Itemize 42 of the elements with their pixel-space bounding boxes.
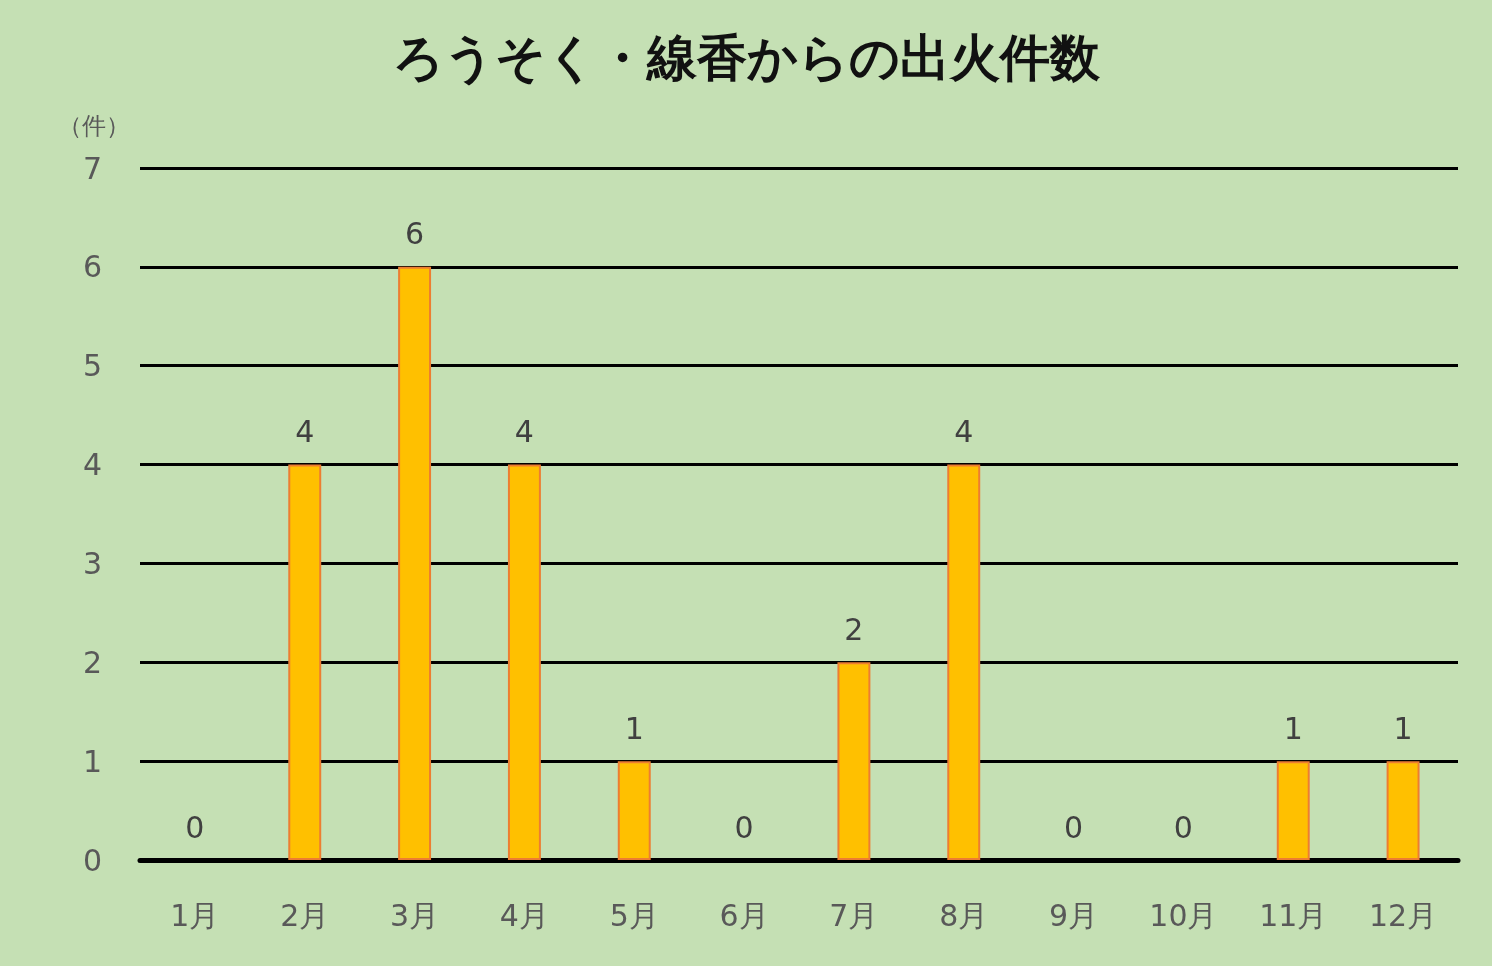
bar [837, 662, 871, 860]
x-tick-label: 6月 [719, 897, 769, 933]
x-tick-label: 8月 [939, 897, 989, 933]
data-label: 4 [514, 414, 534, 450]
data-label: 0 [1173, 809, 1193, 845]
chart-title: ろうそく・線香からの出火件数 [392, 29, 1101, 87]
data-label: 2 [844, 611, 864, 647]
bar [288, 464, 322, 860]
x-tick-label: 9月 [1049, 897, 1099, 933]
data-label: 1 [1283, 710, 1303, 746]
y-tick-label: 4 [82, 447, 102, 483]
x-tick-label: 12月 [1368, 897, 1438, 933]
x-tick-label: 7月 [829, 897, 879, 933]
bar [507, 464, 541, 860]
x-tick-label: 2月 [280, 897, 330, 933]
data-label: 0 [1064, 809, 1084, 845]
data-label: 0 [734, 809, 754, 845]
x-tick-label: 3月 [390, 897, 440, 933]
data-label: 4 [295, 414, 315, 450]
x-tick-label: 1月 [170, 897, 220, 933]
bar [1276, 761, 1310, 860]
y-tick-label: 0 [82, 842, 102, 878]
y-tick-label: 2 [82, 644, 102, 680]
data-label: 1 [624, 710, 644, 746]
y-tick-label: 3 [82, 545, 102, 581]
x-tick-label: 10月 [1149, 897, 1218, 933]
bar [617, 761, 651, 860]
y-tick-label: 7 [82, 150, 102, 186]
bar [947, 464, 981, 860]
data-label: 4 [954, 414, 974, 450]
x-tick-label: 4月 [499, 897, 549, 933]
bar [398, 266, 432, 860]
bar [1386, 761, 1420, 860]
data-label: 6 [405, 216, 425, 252]
x-tick-label: 5月 [609, 897, 659, 933]
y-tick-label: 1 [82, 743, 102, 779]
x-tick-label: 11月 [1259, 897, 1328, 933]
y-tick-label: 6 [82, 249, 102, 285]
data-label: 1 [1393, 710, 1413, 746]
data-label: 0 [185, 809, 205, 845]
y-axis-title: （件） [58, 112, 130, 140]
y-tick-label: 5 [82, 348, 102, 384]
